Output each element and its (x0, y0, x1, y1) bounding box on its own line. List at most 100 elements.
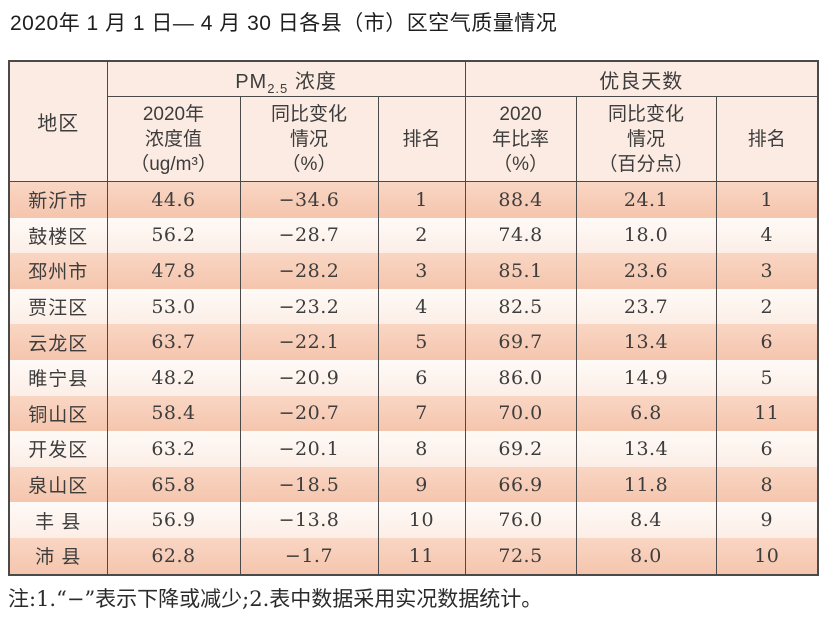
pm-label-suffix: 浓度 (288, 70, 337, 93)
cell-good-change: 13.4 (575, 431, 717, 467)
cell-good-rank: 4 (715, 217, 819, 254)
air-quality-table: 地区 PM2.5 浓度 优良天数 2020年 浓度值 （ug/m³） 同比变化 … (8, 60, 820, 576)
cell-good-ratio: 74.8 (464, 217, 577, 254)
cell-good-rank: 9 (715, 502, 819, 538)
table-row: 邳州市 47.8 −28.2 3 85.1 23.6 3 (8, 253, 819, 289)
cell-pm-value: 63.7 (106, 324, 241, 360)
cell-good-change: 11.8 (575, 466, 717, 503)
cell-good-change: 14.9 (575, 359, 717, 396)
cell-region: 贾汪区 (8, 288, 108, 325)
cell-pm-change: −20.9 (239, 359, 379, 396)
cell-good-change: 23.6 (575, 253, 717, 289)
cell-good-ratio: 86.0 (464, 359, 577, 396)
cell-good-ratio: 72.5 (464, 537, 577, 575)
table-body: 新沂市 44.6 −34.6 1 88.4 24.1 1 鼓楼区 56.2 −2… (8, 181, 819, 575)
cell-pm-change: −20.1 (239, 431, 379, 467)
cell-pm-change: −22.1 (239, 324, 379, 360)
cell-pm-change: −13.8 (239, 502, 379, 538)
cell-good-rank: 8 (715, 466, 819, 503)
table-row: 睢宁县 48.2 −20.9 6 86.0 14.9 5 (8, 359, 819, 396)
cell-pm-change: −28.2 (239, 253, 379, 289)
cell-good-ratio: 66.9 (464, 466, 577, 503)
page-title: 2020年 1 月 1 日— 4 月 30 日各县（市）区空气质量情况 (10, 12, 558, 35)
cell-pm-rank: 5 (377, 324, 466, 360)
table-row: 云龙区 63.7 −22.1 5 69.7 13.4 6 (8, 324, 819, 360)
cell-good-rank: 10 (715, 537, 819, 575)
cell-pm-change: −20.7 (239, 395, 379, 432)
header-good-ratio-cell: 2020 年比率 （%） (464, 96, 577, 182)
header-good-days-group-cell: 优良天数 (464, 60, 819, 97)
cell-good-rank: 5 (715, 359, 819, 396)
cell-good-rank: 6 (715, 431, 819, 467)
cell-good-ratio: 85.1 (464, 253, 577, 289)
cell-good-ratio: 82.5 (464, 288, 577, 325)
table-row: 鼓楼区 56.2 −28.7 2 74.8 18.0 4 (8, 217, 819, 254)
table-row: 贾汪区 53.0 −23.2 4 82.5 23.7 2 (8, 288, 819, 325)
header-good-change-cell: 同比变化 情况 （百分点） (575, 96, 717, 182)
table-header: 地区 PM2.5 浓度 优良天数 2020年 浓度值 （ug/m³） 同比变化 … (8, 60, 819, 182)
cell-region: 邳州市 (8, 253, 108, 289)
cell-pm-value: 56.9 (106, 502, 241, 538)
cell-pm-rank: 4 (377, 288, 466, 325)
cell-good-rank: 11 (715, 395, 819, 432)
cell-pm-value: 47.8 (106, 253, 241, 289)
header-pm-group-cell: PM2.5 浓度 (106, 60, 466, 97)
cell-pm-value: 48.2 (106, 359, 241, 396)
pm-label-prefix: PM (235, 70, 268, 93)
cell-good-change: 8.0 (575, 537, 717, 575)
header-good-rank-cell: 排名 (715, 96, 819, 182)
cell-good-change: 13.4 (575, 324, 717, 360)
cell-region: 铜山区 (8, 395, 108, 432)
cell-pm-change: −28.7 (239, 217, 379, 254)
cell-good-rank: 6 (715, 324, 819, 360)
cell-pm-value: 62.8 (106, 537, 241, 575)
cell-pm-value: 58.4 (106, 395, 241, 432)
footer-note: 注:1.“−”表示下降或减少;2.表中数据采用实况数据统计。 (8, 587, 543, 611)
cell-region: 云龙区 (8, 324, 108, 360)
cell-good-ratio: 76.0 (464, 502, 577, 538)
cell-pm-rank: 7 (377, 395, 466, 432)
cell-pm-change: −1.7 (239, 537, 379, 575)
cell-good-change: 18.0 (575, 217, 717, 254)
cell-pm-rank: 1 (377, 181, 466, 218)
cell-good-change: 23.7 (575, 288, 717, 325)
cell-good-change: 6.8 (575, 395, 717, 432)
cell-pm-change: −34.6 (239, 181, 379, 218)
cell-pm-value: 53.0 (106, 288, 241, 325)
cell-good-change: 8.4 (575, 502, 717, 538)
cell-good-ratio: 69.7 (464, 324, 577, 360)
cell-region: 开发区 (8, 431, 108, 467)
cell-region: 泉山区 (8, 466, 108, 503)
cell-pm-rank: 9 (377, 466, 466, 503)
cell-good-ratio: 70.0 (464, 395, 577, 432)
cell-good-change: 24.1 (575, 181, 717, 218)
cell-good-rank: 1 (715, 181, 819, 218)
cell-good-ratio: 88.4 (464, 181, 577, 218)
cell-good-rank: 2 (715, 288, 819, 325)
header-region-cell: 地区 (8, 60, 108, 182)
cell-region: 沛 县 (8, 537, 108, 575)
cell-pm-value: 63.2 (106, 431, 241, 467)
table-row: 铜山区 58.4 −20.7 7 70.0 6.8 11 (8, 395, 819, 432)
cell-region: 丰 县 (8, 502, 108, 538)
cell-good-ratio: 69.2 (464, 431, 577, 467)
header-pm-value-cell: 2020年 浓度值 （ug/m³） (106, 96, 241, 182)
table-row: 新沂市 44.6 −34.6 1 88.4 24.1 1 (8, 181, 819, 218)
header-pm-rank-cell: 排名 (377, 96, 466, 182)
cell-region: 鼓楼区 (8, 217, 108, 254)
header-pm-change-cell: 同比变化 情况 （%） (239, 96, 379, 182)
cell-pm-value: 56.2 (106, 217, 241, 254)
cell-region: 新沂市 (8, 181, 108, 218)
table-row: 丰 县 56.9 −13.8 10 76.0 8.4 9 (8, 502, 819, 538)
table-row: 沛 县 62.8 −1.7 11 72.5 8.0 10 (8, 537, 819, 575)
cell-pm-rank: 8 (377, 431, 466, 467)
cell-pm-change: −23.2 (239, 288, 379, 325)
table-row: 泉山区 65.8 −18.5 9 66.9 11.8 8 (8, 466, 819, 503)
cell-pm-rank: 3 (377, 253, 466, 289)
cell-pm-rank: 6 (377, 359, 466, 396)
cell-region: 睢宁县 (8, 359, 108, 396)
cell-pm-rank: 11 (377, 537, 466, 575)
cell-pm-rank: 10 (377, 502, 466, 538)
cell-pm-value: 44.6 (106, 181, 241, 218)
cell-pm-change: −18.5 (239, 466, 379, 503)
